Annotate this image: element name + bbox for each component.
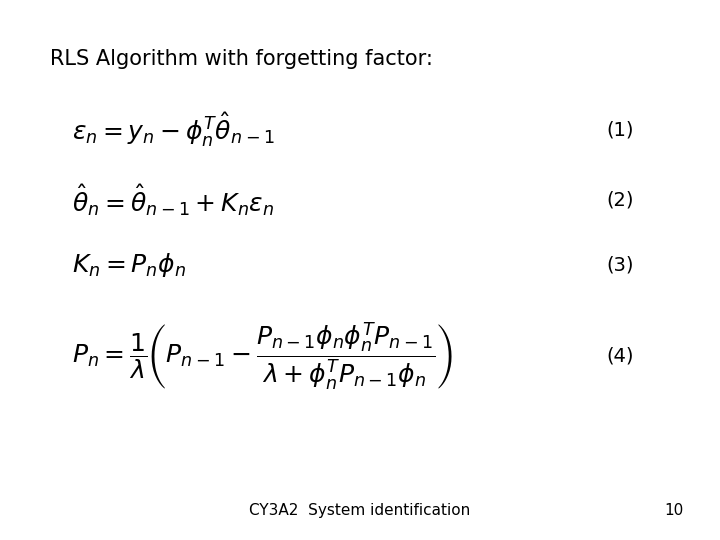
Text: 10: 10	[665, 503, 684, 518]
Text: (2): (2)	[606, 190, 634, 210]
Text: $K_n = P_n \phi_n$: $K_n = P_n \phi_n$	[72, 251, 186, 279]
Text: $P_n = \dfrac{1}{\lambda}\left( P_{n-1} - \dfrac{P_{n-1}\phi_n \phi_n^T P_{n-1}}: $P_n = \dfrac{1}{\lambda}\left( P_{n-1} …	[72, 321, 453, 392]
Text: (1): (1)	[606, 120, 634, 139]
Text: CY3A2  System identification: CY3A2 System identification	[249, 503, 471, 518]
Text: $\hat{\theta}_n = \hat{\theta}_{n-1} + K_n \varepsilon_n$: $\hat{\theta}_n = \hat{\theta}_{n-1} + K…	[72, 182, 274, 218]
Text: (3): (3)	[606, 255, 634, 274]
Text: (4): (4)	[606, 347, 634, 366]
Text: $\varepsilon_n = y_n - \phi_n^T \hat{\theta}_{n-1}$: $\varepsilon_n = y_n - \phi_n^T \hat{\th…	[72, 110, 274, 149]
Text: RLS Algorithm with forgetting factor:: RLS Algorithm with forgetting factor:	[50, 49, 433, 69]
